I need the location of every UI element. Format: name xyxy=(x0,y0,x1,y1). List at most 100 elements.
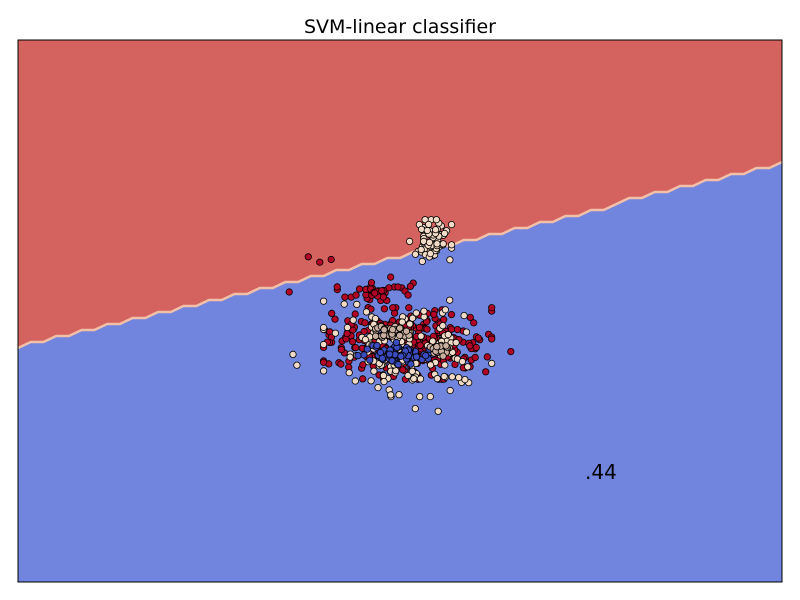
data-point xyxy=(412,353,421,361)
data-point xyxy=(331,315,339,323)
data-point xyxy=(351,310,359,318)
data-point xyxy=(379,371,388,380)
data-point xyxy=(327,255,335,264)
data-point xyxy=(316,258,324,266)
data-point xyxy=(380,377,388,386)
data-point xyxy=(410,375,418,383)
data-point xyxy=(440,316,448,324)
data-point xyxy=(351,377,359,385)
data-point xyxy=(442,342,450,350)
data-point xyxy=(453,325,461,334)
data-point xyxy=(488,359,496,367)
data-point xyxy=(394,283,402,291)
data-point xyxy=(341,293,349,301)
data-point xyxy=(385,350,394,358)
data-point xyxy=(359,361,367,369)
data-point xyxy=(455,373,463,382)
data-point xyxy=(444,330,452,339)
data-point xyxy=(470,319,478,327)
data-point xyxy=(482,368,490,376)
data-point xyxy=(439,322,447,330)
data-point xyxy=(352,291,360,299)
data-point xyxy=(333,283,341,291)
data-point xyxy=(423,226,431,235)
data-point xyxy=(343,329,351,338)
data-point xyxy=(371,332,380,340)
data-point xyxy=(460,311,468,320)
data-point xyxy=(319,340,328,349)
data-point xyxy=(348,338,357,346)
data-point xyxy=(466,342,474,350)
data-point xyxy=(446,256,454,264)
data-point xyxy=(423,325,431,333)
data-point xyxy=(440,372,448,381)
plot-frame xyxy=(17,39,783,583)
data-point xyxy=(474,334,482,342)
data-point xyxy=(471,353,479,361)
data-point xyxy=(328,309,336,317)
data-point xyxy=(411,404,419,413)
data-point xyxy=(406,320,414,328)
data-point xyxy=(343,323,351,332)
data-point xyxy=(304,253,312,261)
data-point xyxy=(447,221,456,229)
data-point xyxy=(404,291,412,299)
data-point xyxy=(416,341,424,349)
data-point xyxy=(354,351,362,360)
data-point xyxy=(431,226,440,234)
data-point xyxy=(367,279,376,287)
data-point xyxy=(337,345,345,354)
data-point xyxy=(488,304,496,312)
data-point xyxy=(371,289,379,297)
data-point xyxy=(422,351,430,360)
data-point xyxy=(397,352,405,360)
data-point xyxy=(405,304,413,312)
data-point xyxy=(426,250,434,258)
data-point xyxy=(408,367,416,375)
region-upper xyxy=(18,40,782,348)
score-label: .44 xyxy=(585,460,617,484)
data-point xyxy=(439,240,447,248)
data-point xyxy=(349,316,357,324)
data-point xyxy=(388,325,397,334)
data-point xyxy=(367,377,375,385)
data-point xyxy=(433,240,441,248)
data-point xyxy=(374,383,382,392)
data-point xyxy=(380,305,388,313)
data-point xyxy=(398,318,406,326)
data-point xyxy=(421,216,429,224)
data-point xyxy=(392,338,400,346)
data-point xyxy=(416,375,425,383)
data-point xyxy=(408,314,417,322)
data-point xyxy=(440,229,449,237)
data-point xyxy=(319,323,328,332)
data-point xyxy=(447,241,456,249)
data-point xyxy=(426,392,434,401)
data-point xyxy=(331,329,339,337)
decision-boundary xyxy=(17,160,783,350)
data-point xyxy=(378,287,386,295)
data-point xyxy=(417,332,425,340)
data-point xyxy=(370,367,378,375)
data-point xyxy=(373,341,381,350)
data-point xyxy=(417,246,425,254)
data-point xyxy=(394,360,402,369)
data-point xyxy=(461,375,469,384)
data-point xyxy=(447,325,456,333)
data-point xyxy=(488,335,496,343)
data-point xyxy=(420,307,428,315)
data-point xyxy=(483,353,491,361)
data-point xyxy=(289,350,297,358)
data-point xyxy=(406,282,414,290)
data-point xyxy=(387,391,395,399)
data-point xyxy=(380,326,388,334)
data-point xyxy=(446,386,454,395)
data-point xyxy=(464,363,472,371)
data-point xyxy=(399,366,407,374)
data-point xyxy=(433,374,441,383)
data-point xyxy=(447,310,456,319)
data-point xyxy=(407,360,415,368)
data-point xyxy=(392,367,400,375)
data-point xyxy=(337,360,345,368)
data-point xyxy=(411,250,419,258)
